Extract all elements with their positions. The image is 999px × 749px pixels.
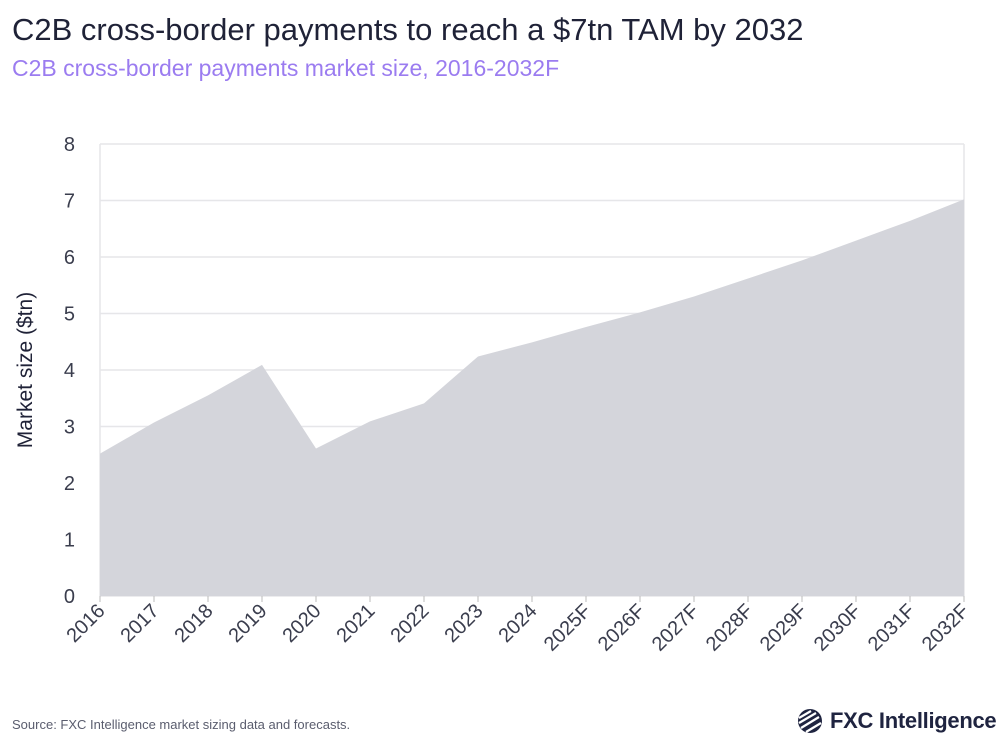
y-tick-label: 4 — [64, 360, 75, 382]
x-tick-label: 2029F — [756, 600, 812, 656]
x-tick-label: 2026F — [594, 600, 650, 656]
y-tick-label: 8 — [64, 134, 75, 156]
x-tick-label: 2020 — [279, 600, 326, 647]
chart-subtitle: C2B cross-border payments market size, 2… — [12, 55, 560, 81]
x-tick-label: 2030F — [810, 600, 866, 656]
y-tick-label: 2 — [64, 473, 75, 495]
x-tick-label: 2031F — [864, 600, 920, 656]
chart-title: C2B cross-border payments to reach a $7t… — [12, 12, 804, 47]
fxc-globe-icon — [798, 709, 822, 733]
x-tick-label: 2024 — [495, 600, 542, 647]
x-tick-label: 2025F — [540, 600, 596, 656]
x-tick-label: 2018 — [171, 600, 218, 647]
y-axis-label: Market size ($tn) — [14, 292, 37, 448]
y-tick-label: 3 — [64, 417, 75, 439]
y-tick-label: 0 — [64, 586, 75, 608]
x-tick-label: 2021 — [333, 600, 380, 647]
source-note: Source: FXC Intelligence market sizing d… — [12, 717, 351, 732]
x-tick-label: 2028F — [702, 600, 758, 656]
x-tick-label: 2022 — [387, 600, 434, 647]
x-tick-label: 2023 — [441, 600, 488, 647]
x-tick-label: 2027F — [648, 600, 704, 656]
y-tick-label: 7 — [64, 191, 75, 213]
y-tick-label: 1 — [64, 530, 75, 552]
y-tick-label: 6 — [64, 247, 75, 269]
x-tick-label: 2017 — [117, 600, 164, 647]
x-tick-label: 2032F — [918, 600, 974, 656]
logo-text: FXC Intelligence — [830, 708, 997, 733]
area-series — [100, 199, 964, 596]
y-tick-label: 5 — [64, 304, 75, 326]
x-tick-label: 2019 — [225, 600, 272, 647]
fxc-logo: FXC Intelligence — [797, 708, 997, 734]
